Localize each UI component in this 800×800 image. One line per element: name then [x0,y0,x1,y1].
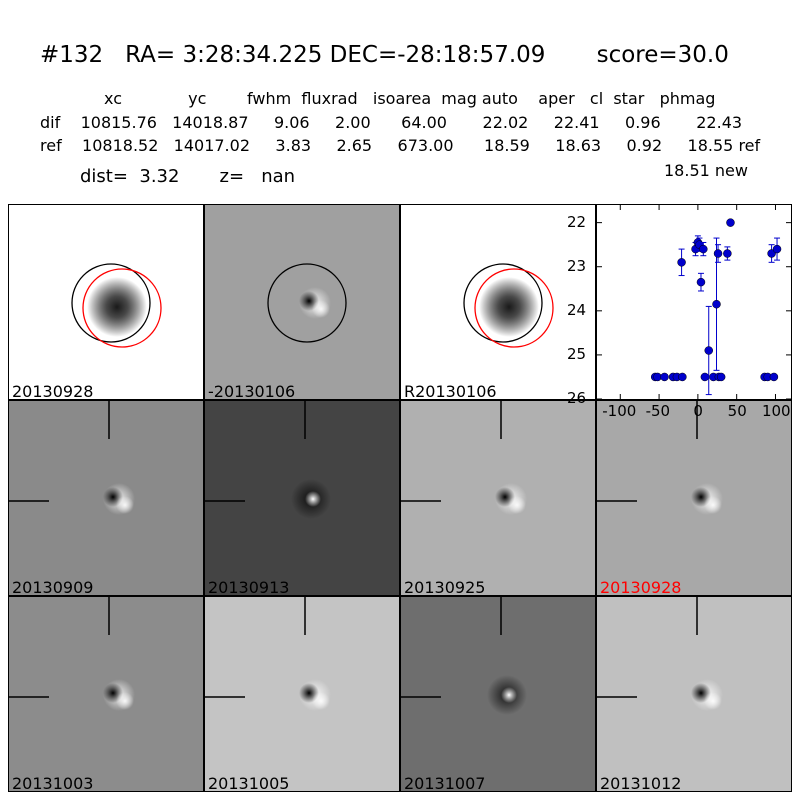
data-point [726,218,735,227]
y-tick-label: 26 [567,389,587,407]
cutout-panel-20130928: 20130928 [596,400,792,596]
panel-date-label: 20130913 [208,578,290,596]
panel-date-label: 20131003 [12,774,94,792]
data-point [713,249,723,258]
cutout-panel-20130928: 20130928 [8,204,204,400]
cutout-panel-20131005: 20131005 [204,596,400,792]
candidate-title: #132 RA= 3:28:34.225 DEC=-28:18:57.09 sc… [40,42,729,68]
panel-date-label: 20131012 [600,774,682,792]
cutout-image [463,263,554,348]
data-point [699,244,708,254]
data-point [712,299,721,309]
data-point [696,277,706,287]
reference-circle [71,263,151,343]
data-point [700,372,710,382]
dif-row: dif 10815.76 14018.87 9.06 2.00 64.00 22… [40,113,743,132]
data-point [769,372,779,382]
panel-date-label: 20130928 [12,382,94,400]
cutout-image [205,401,331,519]
x-tick-label: -100 [602,402,637,420]
cutout-panel-20130925: 20130925 [400,400,596,596]
panel-date-label: R20130106 [404,382,497,400]
panel-date-label: 20130928 [600,578,682,596]
light-curve-chart [596,204,792,400]
data-point [723,249,732,258]
panel-date-label: 20130925 [404,578,486,596]
cutout-image [9,401,135,515]
cutout-panel-20131007: 20131007 [400,596,596,792]
data-point [704,346,713,355]
y-tick-label: 22 [567,212,587,231]
reference-circle [267,263,347,343]
panel-date-label: 20131005 [208,774,290,792]
reference-circle [463,263,543,343]
panel-date-label: 20130909 [12,578,94,596]
cutout-image [597,597,723,711]
y-tick-label: 24 [567,300,587,319]
cutout-image [71,263,162,348]
cutout-image [597,401,723,515]
cutout-image [205,597,331,711]
detection-circle [474,268,554,348]
x-tick-label: 50 [727,402,747,420]
cutout-image [267,263,347,343]
light-curve-plot [597,205,791,400]
cutout-image [401,597,527,715]
y-tick-label: 25 [567,344,587,363]
x-tick-label: 100 [761,402,791,420]
panel-date-label: -20130106 [208,382,296,400]
data-point [677,258,686,267]
cutout-image [401,401,527,515]
data-point [772,244,782,254]
cutout-panel-R20130106: R20130106 [400,204,596,400]
cutout-panel-20131012: 20131012 [596,596,792,792]
cutout-panel-20131003: 20131003 [8,596,204,792]
data-point [716,372,726,382]
cutout-panel-20130909: 20130909 [8,400,204,596]
detection-circle [82,268,162,348]
x-tick-label: -50 [645,402,671,420]
dist-z-row: dist= 3.32 z= nan [80,166,296,187]
y-tick-label: 23 [567,256,587,275]
column-header-row: xc yc fwhm fluxrad isoarea mag auto aper… [104,89,716,108]
x-tick-label: 0 [693,402,703,420]
cutout-panel--20130106: -20130106 [204,204,400,400]
cutout-image [9,597,135,711]
cutout-panel-20130913: 20130913 [204,400,400,596]
data-point [660,372,669,382]
ref-row: ref 10818.52 14017.02 3.83 2.65 673.00 1… [40,136,761,155]
data-point [678,372,687,382]
new-mag-row: 18.51 new [664,161,748,180]
panel-date-label: 20131007 [404,774,486,792]
